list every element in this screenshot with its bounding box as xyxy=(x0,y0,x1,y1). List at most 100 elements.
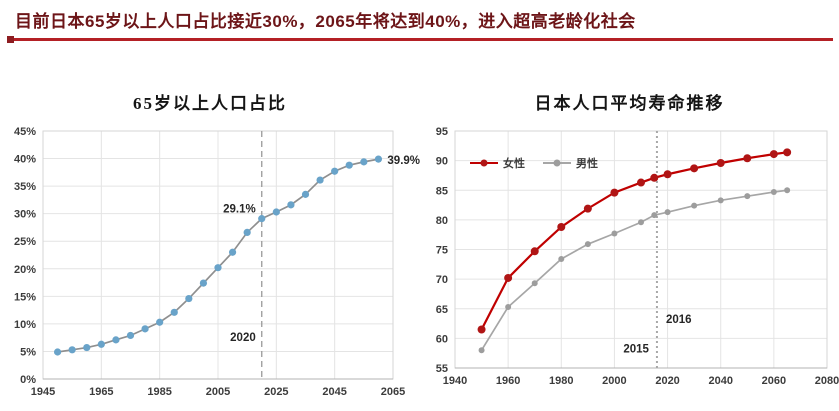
data-point-男性 xyxy=(784,187,791,194)
data-point-男性 xyxy=(651,212,658,219)
data-point-65岁以上人口占比 xyxy=(287,201,295,209)
page-header: 目前日本65岁以上人口占比接近30%，2065年将达到40%，进入超高老龄化社会 xyxy=(0,0,839,43)
y-tick-label: 20% xyxy=(14,264,36,276)
data-point-65岁以上人口占比 xyxy=(126,331,135,340)
data-point-65岁以上人口占比 xyxy=(199,279,208,287)
x-tick-label: 1980 xyxy=(549,375,573,387)
y-tick-label: 25% xyxy=(14,236,36,248)
data-point-65岁以上人口占比 xyxy=(170,308,178,316)
legend-swatch-marker xyxy=(553,159,561,167)
title-underline xyxy=(7,35,833,43)
x-tick-label: 1960 xyxy=(496,375,520,387)
x-tick-label: 1985 xyxy=(147,386,171,398)
y-tick-label: 40% xyxy=(14,154,36,166)
x-tick-label: 1940 xyxy=(443,375,467,387)
data-point-男性 xyxy=(558,255,565,262)
underline-line xyxy=(14,37,833,41)
data-point-65岁以上人口占比 xyxy=(301,190,310,198)
data-point-男性 xyxy=(770,189,777,196)
x-tick-label: 1945 xyxy=(31,386,55,398)
y-tick-label: 85 xyxy=(436,185,448,197)
data-point-男性 xyxy=(505,303,512,310)
chart-elderly-ratio: 65岁以上人口占比 0% 5% 10% 15% 20% 25% 30% 35% 40% 45% 19… xyxy=(0,91,420,401)
annotation: 29.1% xyxy=(223,204,256,216)
data-point-65岁以上人口占比 xyxy=(156,318,164,326)
annotation: 2020 xyxy=(230,332,256,344)
chart-title-elderly-ratio: 65岁以上人口占比 xyxy=(133,94,287,113)
x-tick-label: 2065 xyxy=(381,386,405,398)
data-point-65岁以上人口占比 xyxy=(53,348,62,356)
data-point-男性 xyxy=(531,280,538,287)
chart-life-expectancy: 日本人口平均寿命推移 55 60 65 70 75 80 85 90 95 1940 1960 198… xyxy=(420,91,839,401)
annotation: 39.9% xyxy=(387,155,420,167)
data-point-女性 xyxy=(743,154,752,163)
series-line-男性 xyxy=(480,189,788,351)
x-tick-label: 2060 xyxy=(762,375,786,387)
data-point-男性 xyxy=(611,230,618,237)
data-point-男性 xyxy=(691,202,698,209)
data-point-65岁以上人口占比 xyxy=(185,294,193,303)
x-tick-label: 1965 xyxy=(89,386,113,398)
elderly-ratio-plot: 0% 5% 10% 15% 20% 25% 30% 35% 40% 45% 1945 1965 1985… xyxy=(14,126,420,398)
data-point-65岁以上人口占比 xyxy=(83,343,91,352)
y-tick-label: 15% xyxy=(14,291,36,303)
data-point-女性 xyxy=(610,188,619,197)
data-point-女性 xyxy=(557,222,566,231)
data-point-65岁以上人口占比 xyxy=(68,346,76,354)
data-point-65岁以上人口占比 xyxy=(374,155,383,163)
data-point-女性 xyxy=(504,273,513,282)
y-tick-label: 5% xyxy=(20,346,36,358)
x-tick-label: 2025 xyxy=(264,386,288,398)
data-point-65岁以上人口占比 xyxy=(141,325,149,333)
chart-title-life-expectancy: 日本人口平均寿命推移 xyxy=(534,94,725,113)
data-point-65岁以上人口占比 xyxy=(97,340,105,348)
y-tick-label: 35% xyxy=(14,181,36,193)
y-tick-label: 55 xyxy=(436,363,448,375)
data-point-65岁以上人口占比 xyxy=(272,208,280,216)
annotation: 2016 xyxy=(666,314,692,326)
charts-row: 65岁以上人口占比 0% 5% 10% 15% 20% 25% 30% 35% 40% 45% 19… xyxy=(0,91,839,401)
data-point-男性 xyxy=(478,347,485,354)
data-point-女性 xyxy=(663,170,672,179)
y-tick-label: 95 xyxy=(436,126,448,138)
data-point-女性 xyxy=(637,178,645,187)
y-tick-label: 65 xyxy=(436,304,448,316)
data-point-女性 xyxy=(583,204,592,213)
annotation: 2015 xyxy=(623,343,649,355)
x-tick-label: 2080 xyxy=(815,375,839,387)
y-tick-label: 10% xyxy=(14,319,36,331)
x-tick-label: 2045 xyxy=(322,386,346,398)
underline-bullet xyxy=(7,35,14,43)
y-tick-label: 60 xyxy=(436,333,448,345)
data-point-女性 xyxy=(690,164,699,173)
x-tick-label: 2040 xyxy=(708,375,732,387)
y-tick-label: 90 xyxy=(436,156,448,168)
legend-label: 女性 xyxy=(503,156,525,170)
data-point-女性 xyxy=(530,247,539,256)
data-point-65岁以上人口占比 xyxy=(228,248,237,256)
data-point-65岁以上人口占比 xyxy=(112,336,120,344)
y-tick-label: 0% xyxy=(20,374,36,386)
data-point-男性 xyxy=(717,197,724,204)
x-tick-label: 2005 xyxy=(206,386,230,398)
y-tick-label: 45% xyxy=(14,126,36,138)
data-point-65岁以上人口占比 xyxy=(316,176,324,184)
y-tick-label: 75 xyxy=(436,245,448,257)
data-point-女性 xyxy=(650,173,659,182)
data-point-女性 xyxy=(477,325,486,334)
y-tick-label: 30% xyxy=(14,209,36,221)
x-tick-label: 2020 xyxy=(655,375,679,387)
data-point-女性 xyxy=(769,150,778,159)
x-tick-label: 2000 xyxy=(602,375,626,387)
slide: 目前日本65岁以上人口占比接近30%，2065年将达到40%，进入超高老龄化社会… xyxy=(0,0,839,401)
y-tick-label: 70 xyxy=(436,274,448,286)
data-point-65岁以上人口占比 xyxy=(331,167,339,175)
data-point-65岁以上人口占比 xyxy=(214,264,222,272)
data-point-男性 xyxy=(638,219,644,226)
data-point-65岁以上人口占比 xyxy=(360,158,368,166)
legend-label: 男性 xyxy=(576,156,598,170)
data-point-65岁以上人口占比 xyxy=(243,228,251,237)
data-point-65岁以上人口占比 xyxy=(345,161,353,169)
series-line-女性 xyxy=(480,151,788,330)
data-point-女性 xyxy=(716,158,725,167)
